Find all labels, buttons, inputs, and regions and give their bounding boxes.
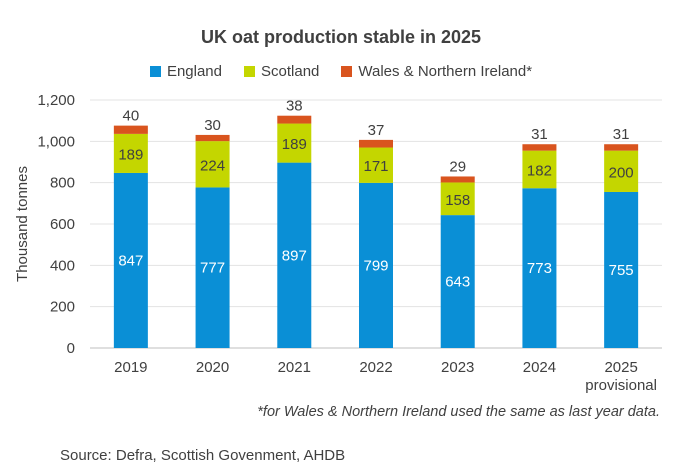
data-label-england: 773 bbox=[527, 260, 552, 277]
legend-item-wales-ni: Wales & Northern Ireland* bbox=[341, 63, 532, 80]
source-note: Source: Defra, Scottish Govenment, AHDB bbox=[60, 447, 346, 464]
x-tick-label: 2022 bbox=[359, 359, 392, 376]
data-label-england: 777 bbox=[200, 260, 225, 277]
y-tick-label: 800 bbox=[50, 175, 75, 192]
data-label-scotland: 182 bbox=[527, 162, 552, 179]
x-tick-label: 2023 bbox=[441, 359, 474, 376]
bar-england-2024 bbox=[522, 188, 557, 348]
data-label-wales: 37 bbox=[368, 122, 385, 139]
y-tick-label: 1,200 bbox=[37, 92, 75, 109]
data-label-england: 755 bbox=[609, 262, 634, 279]
data-label-scotland: 189 bbox=[118, 146, 143, 163]
bar-england-2022 bbox=[359, 182, 393, 348]
bar-scotland-2023 bbox=[440, 182, 475, 216]
data-label-scotland: 189 bbox=[282, 136, 307, 153]
y-tick-label: 400 bbox=[50, 257, 75, 274]
y-axis-title: Thousand tonnes bbox=[14, 166, 31, 282]
bar-scotland-2019 bbox=[113, 133, 148, 173]
legend-swatch-wales-ni bbox=[341, 66, 353, 77]
x-tick-label: 2020 bbox=[196, 359, 229, 376]
legend-label-wales-ni: Wales & Northern Ireland* bbox=[358, 63, 533, 80]
bar-wales-2020 bbox=[195, 134, 230, 142]
legend-item-england: England bbox=[149, 63, 222, 80]
x-tick-label: 2024 bbox=[523, 359, 556, 376]
data-label-scotland: 171 bbox=[363, 158, 388, 175]
x-tick-label: 2019 bbox=[114, 359, 147, 376]
data-label-wales: 30 bbox=[204, 117, 221, 134]
bar-scotland-2024 bbox=[522, 150, 557, 189]
data-label-england: 799 bbox=[363, 257, 388, 274]
legend-swatch-england bbox=[149, 66, 161, 77]
y-tick-label: 200 bbox=[50, 299, 75, 316]
bar-england-2020 bbox=[195, 187, 230, 348]
bar-scotland-2025 bbox=[604, 150, 639, 192]
data-label-scotland: 224 bbox=[200, 157, 225, 174]
bar-england-2023 bbox=[440, 215, 475, 348]
bar-england-2019 bbox=[113, 172, 148, 348]
bar-wales-2023 bbox=[440, 176, 475, 183]
legend-swatch-scotland bbox=[244, 66, 255, 77]
y-tick-label: 0 bbox=[67, 340, 75, 357]
bar-wales-2025 bbox=[604, 144, 639, 151]
data-label-scotland: 200 bbox=[609, 164, 634, 181]
legend-label-england: England bbox=[166, 63, 222, 80]
data-label-england: 643 bbox=[445, 274, 470, 291]
data-label-wales: 40 bbox=[123, 108, 140, 125]
y-tick-label: 1,000 bbox=[37, 133, 75, 150]
data-label-england: 847 bbox=[118, 252, 143, 269]
footnote: *for Wales & Northern Ireland used the s… bbox=[257, 404, 660, 420]
bar-scotland-2021 bbox=[277, 123, 312, 163]
data-label-wales: 31 bbox=[613, 126, 630, 143]
bar-england-2021 bbox=[277, 162, 312, 348]
bar-wales-2022 bbox=[359, 139, 393, 148]
data-label-wales: 31 bbox=[531, 126, 548, 143]
legend-item-scotland: Scotland bbox=[244, 63, 319, 80]
y-tick-label: 600 bbox=[50, 216, 75, 233]
x-tick-label: 2025 bbox=[604, 359, 637, 376]
legend-label-scotland: Scotland bbox=[261, 63, 320, 80]
bar-scotland-2020 bbox=[195, 141, 230, 188]
data-label-scotland: 158 bbox=[445, 192, 470, 209]
x-tick-label: 2021 bbox=[278, 359, 311, 376]
data-label-england: 897 bbox=[282, 247, 307, 264]
bar-wales-2021 bbox=[277, 115, 312, 124]
bar-wales-2024 bbox=[522, 144, 557, 151]
bar-scotland-2022 bbox=[359, 147, 393, 183]
x-tick-sublabel: provisional bbox=[585, 377, 657, 394]
data-label-wales: 29 bbox=[449, 158, 466, 175]
bar-england-2025 bbox=[604, 191, 639, 348]
chart-title: UK oat production stable in 2025 bbox=[200, 27, 482, 47]
data-label-wales: 38 bbox=[286, 98, 303, 115]
chart-legend: England Scotland Wales & Northern Irelan… bbox=[0, 63, 682, 80]
bar-wales-2019 bbox=[113, 125, 148, 134]
